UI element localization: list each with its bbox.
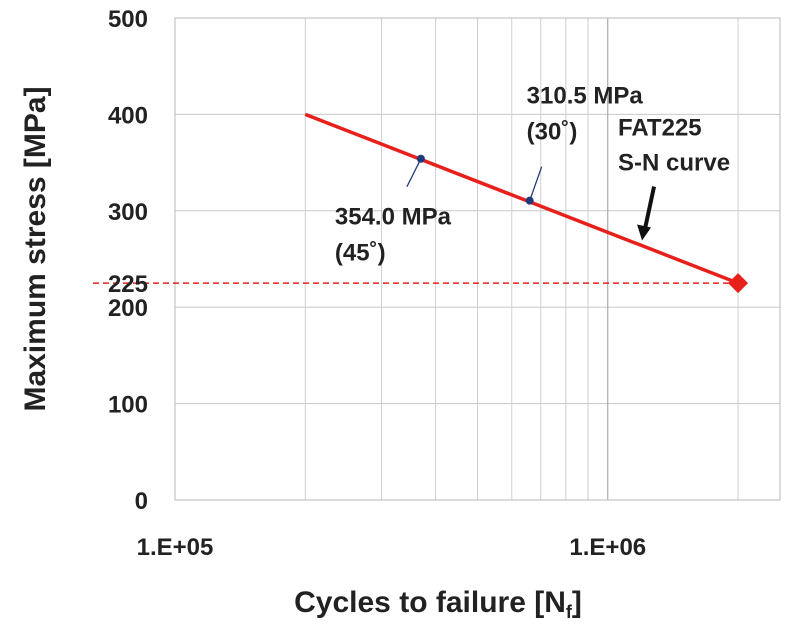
curve-annotation: FAT225: [618, 115, 702, 142]
curve-annotation: S-N curve: [618, 150, 730, 177]
y-axis-tick-labels: 0 100 200 300 400 500: [108, 6, 148, 515]
point-leader-line: [406, 158, 422, 188]
point-label-angle: (30˚): [527, 119, 578, 146]
reference-line-label: 225: [108, 271, 148, 298]
x-axis-title-main: Cycles to failure [N: [294, 586, 566, 619]
x-tick-label: 1.E+06: [569, 534, 646, 561]
y-tick-label: 0: [135, 488, 148, 515]
data-point-30deg: [525, 196, 534, 205]
plot-area-frame: [174, 17, 781, 501]
y-tick-label: 500: [108, 6, 148, 33]
y-tick-label: 400: [108, 102, 148, 129]
sn-curve-line: [304, 112, 739, 285]
y-tick-label: 200: [108, 295, 148, 322]
x-axis-title: Cycles to failure [Nf]: [294, 586, 582, 622]
x-axis-tick-labels: 1.E+05 1.E+06: [137, 534, 647, 561]
x-tick-label: 1.E+05: [137, 534, 214, 561]
y-axis-title: Maximum stress [MPa]: [19, 86, 52, 411]
point-label: 354.0 MPa: [335, 204, 452, 231]
point-leader-line: [529, 166, 543, 201]
curve-annotation-arrow: [643, 186, 657, 229]
point-label: 310.5 MPa: [527, 83, 644, 110]
y-tick-label: 100: [108, 392, 148, 419]
sn-curve-end-marker: [728, 273, 749, 294]
arrow-head-icon: [637, 224, 652, 241]
x-axis-title-subscript: f: [566, 602, 573, 622]
data-point-45deg: [416, 154, 425, 163]
point-label-angle: (45˚): [335, 240, 386, 267]
y-tick-label: 300: [108, 199, 148, 226]
grid: [174, 17, 780, 501]
x-axis-title-close: ]: [572, 586, 582, 619]
